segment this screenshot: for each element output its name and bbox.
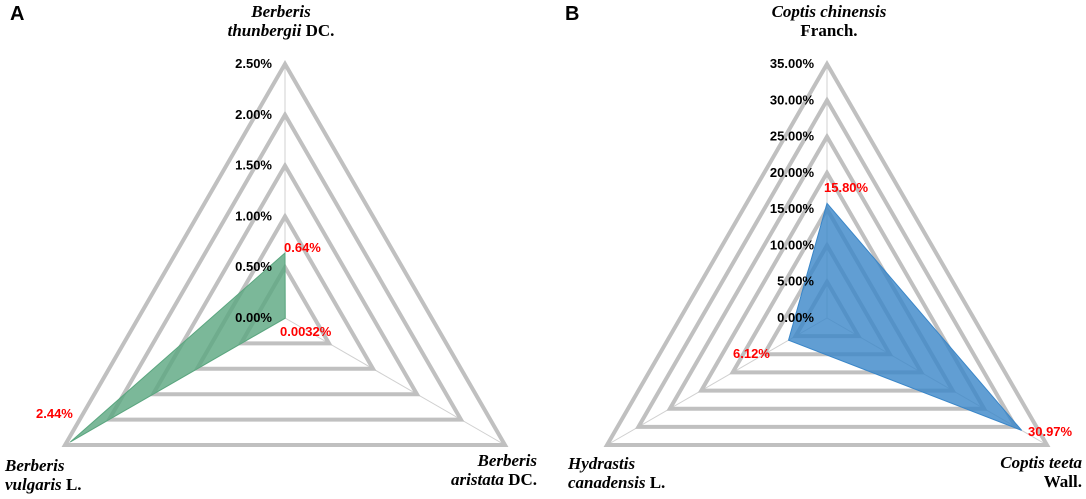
axis-name-label: Berberis thunbergii DC.	[228, 2, 335, 40]
data-value-label: 6.12%	[733, 346, 770, 361]
radial-tick-label: 5.00%	[777, 274, 814, 289]
radar-grid-ring	[603, 60, 1051, 447]
axis-name-label: Coptis teeta Wall.	[1000, 453, 1082, 491]
radar-grid-ring	[634, 96, 1020, 429]
axis-name-label: Coptis chinensis Franch.	[772, 2, 887, 40]
radial-tick-label: 10.00%	[770, 237, 815, 252]
radial-tick-label: 0.00%	[235, 310, 272, 325]
radar-grid-ring	[105, 110, 465, 422]
radial-tick-label: 0.50%	[235, 259, 272, 274]
axis-name-label: Berberis aristata DC.	[451, 451, 537, 489]
radial-tick-label: 35.00%	[770, 56, 815, 71]
radar-grid-ring	[666, 132, 988, 411]
radial-tick-label: 2.50%	[235, 56, 272, 71]
radial-tick-label: 0.00%	[777, 310, 814, 325]
axis-name-label: Berberis vulgaris L.	[4, 456, 82, 494]
radial-tick-label: 15.00%	[770, 201, 815, 216]
data-value-label: 30.97%	[1028, 424, 1073, 439]
radar-chart-b: 0.00% 5.00% 10.00% 15.00% 20.00% 25.00% 30.00%…	[567, 2, 1082, 492]
axis-name-label: Hydrastis canadensis L.	[567, 454, 665, 492]
data-value-label: 2.44%	[36, 406, 73, 421]
radial-tick-label: 1.00%	[235, 208, 272, 223]
radial-tick-label: 25.00%	[770, 129, 815, 144]
radar-spoke	[284, 317, 506, 446]
data-value-label: 0.0032%	[280, 324, 332, 339]
radar-data-area	[69, 251, 286, 443]
data-value-label: 0.64%	[284, 240, 321, 255]
radial-tick-label: 20.00%	[770, 165, 815, 180]
radial-tick-label: 30.00%	[770, 92, 815, 107]
radar-data-area	[787, 202, 1023, 431]
radar-grid-ring	[61, 60, 509, 447]
radial-tick-label: 1.50%	[235, 158, 272, 173]
radar-grid-ring	[149, 161, 421, 397]
radar-chart-a: 0.00% 0.50% 1.00% 1.50% 2.00% 2.50% 0.64% 0.003…	[4, 2, 537, 494]
radial-tick-label: 2.00%	[235, 107, 272, 122]
panel-letter-a: A	[10, 3, 24, 25]
panel-letter-b: B	[565, 3, 579, 25]
data-value-label: 15.80%	[824, 180, 869, 195]
